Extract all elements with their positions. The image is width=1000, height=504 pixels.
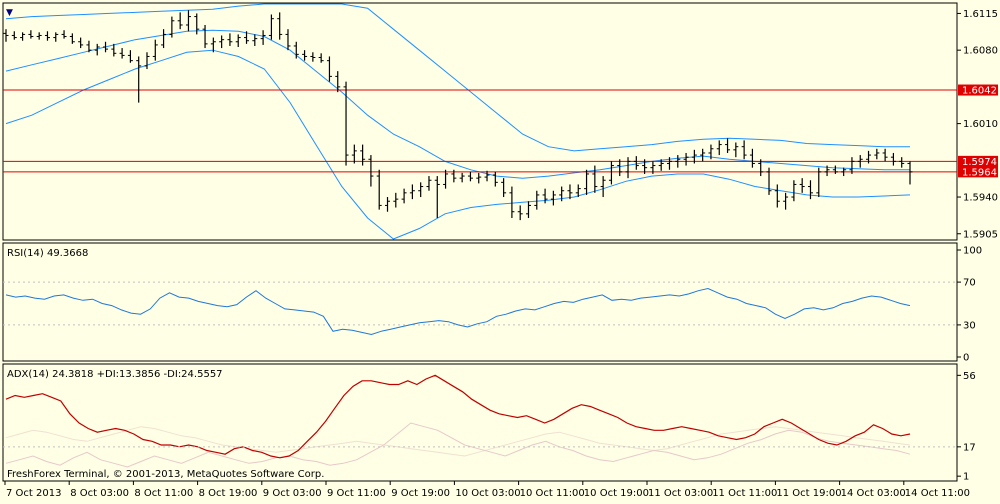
time-axis-label: 10 Oct 03:00 (455, 488, 520, 499)
rsi-axis: 100 70 30 0 (957, 246, 982, 364)
rsi-line (5, 287, 911, 336)
price-axis-label: 1.5940 (963, 193, 998, 204)
main-panel-frame (2, 2, 958, 241)
rsi-axis-label: 100 (963, 246, 982, 257)
time-axis-label: 9 Oct 03:00 (263, 488, 322, 499)
time-axis-label: 11 Oct 11:00 (712, 488, 777, 499)
adx-axis: 56 17 1 (957, 371, 976, 483)
adx-plot (3, 374, 957, 468)
time-axis-label: 9 Oct 19:00 (391, 488, 450, 499)
price-axis-label: 1.5905 (963, 229, 998, 240)
price-axis-label: 1.6080 (963, 46, 998, 57)
adx-axis-label: 17 (963, 442, 976, 453)
time-axis-label: 11 Oct 03:00 (648, 488, 713, 499)
level-price-label: 1.5974 (962, 157, 997, 168)
adx-axis-label: 1 (963, 472, 969, 483)
rsi-axis-label: 0 (963, 353, 969, 364)
time-axis-label: 9 Oct 11:00 (327, 488, 386, 499)
time-axis-label: 10 Oct 19:00 (584, 488, 649, 499)
time-axis-label: 14 Oct 11:00 (905, 488, 970, 499)
level-price-box (958, 155, 998, 167)
bollinger-lower-line (5, 49, 911, 240)
time-axis: 7 Oct 2013 8 Oct 03:00 8 Oct 11:00 8 Oct 19… (4, 481, 970, 499)
time-axis-label: 7 Oct 2013 (6, 488, 61, 499)
level-price-box (958, 166, 998, 178)
adx-series-plusDI (5, 422, 911, 468)
time-axis-label: 8 Oct 11:00 (134, 488, 193, 499)
time-axis-label: 8 Oct 19:00 (199, 488, 258, 499)
rsi-axis-label: 30 (963, 320, 976, 331)
time-axis-label: 8 Oct 03:00 (70, 488, 129, 499)
time-axis-label: 11 Oct 19:00 (776, 488, 841, 499)
rsi-axis-label: 70 (963, 278, 976, 289)
price-axis-label: 1.6010 (963, 119, 998, 130)
level-price-label: 1.6042 (962, 86, 997, 97)
rsi-panel-frame (2, 242, 958, 362)
main-price-axis: 1.6115 1.6080 1.6010 1.5940 1.5905 (957, 9, 998, 240)
bollinger-upper-line (5, 3, 910, 152)
copyright-text: FreshForex Terminal, © 2001-2013, MetaQu… (7, 469, 324, 480)
adx-series-ADX (5, 374, 911, 459)
adx-axis-label: 56 (963, 371, 976, 382)
level-price-label: 1.5964 (962, 167, 997, 178)
ohlc-marker-icon[interactable]: ▼ (6, 8, 13, 18)
time-axis-label: 14 Oct 03:00 (841, 488, 906, 499)
bollinger-bands (5, 3, 911, 240)
price-axis-label: 1.6115 (963, 9, 998, 20)
level-price-box (958, 84, 998, 96)
rsi-plot (5, 287, 911, 336)
adx-series-minusDI (5, 426, 911, 457)
rsi-level-lines (3, 281, 957, 326)
adx-title: ADX(14) 24.3818 +DI:13.3856 -DI:24.5557 (7, 369, 223, 380)
adx-panel-frame (2, 363, 958, 482)
time-axis-label: 10 Oct 11:00 (520, 488, 585, 499)
bollinger-middle-line (5, 29, 910, 179)
price-bars (3, 10, 913, 221)
rsi-title: RSI(14) 49.3668 (7, 248, 88, 259)
